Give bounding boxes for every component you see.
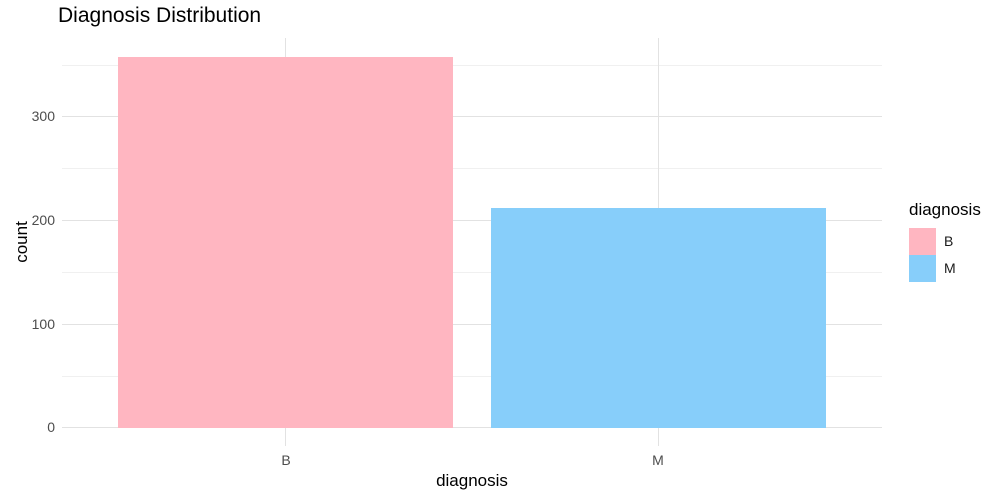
y-axis-title: count (12, 221, 31, 263)
gridline-minor-50 (62, 376, 882, 377)
legend-label-b: B (944, 233, 954, 249)
legend-entry-m: M (909, 255, 981, 282)
x-tick-label-b: B (281, 452, 291, 468)
y-tick-label-100: 100 (31, 316, 55, 332)
gridline-minor-350 (62, 65, 882, 66)
plot-panel (62, 38, 882, 446)
legend-entry-b: B (909, 228, 981, 255)
legend-swatch-b-icon (909, 228, 936, 255)
gridline-major-300 (62, 116, 882, 117)
y-tick-label-300: 300 (31, 108, 55, 124)
y-tick-label-200: 200 (31, 212, 55, 228)
gridline-minor-250 (62, 168, 882, 169)
x-axis-title: diagnosis (436, 471, 508, 490)
bar-malignant (491, 207, 826, 428)
gridline-minor-150 (62, 272, 882, 273)
legend-label-m: M (944, 260, 956, 276)
legend: diagnosis B M (909, 200, 981, 282)
chart-title: Diagnosis Distribution (58, 4, 262, 27)
gridline-major-0 (62, 427, 882, 428)
legend-swatch-m-icon (909, 255, 936, 282)
gridline-major-100 (62, 324, 882, 325)
gridline-major-200 (62, 220, 882, 221)
y-tick-label-0: 0 (47, 419, 55, 435)
legend-title: diagnosis (909, 200, 981, 219)
x-tick-label-m: M (652, 452, 664, 468)
bar-benign (118, 57, 453, 428)
